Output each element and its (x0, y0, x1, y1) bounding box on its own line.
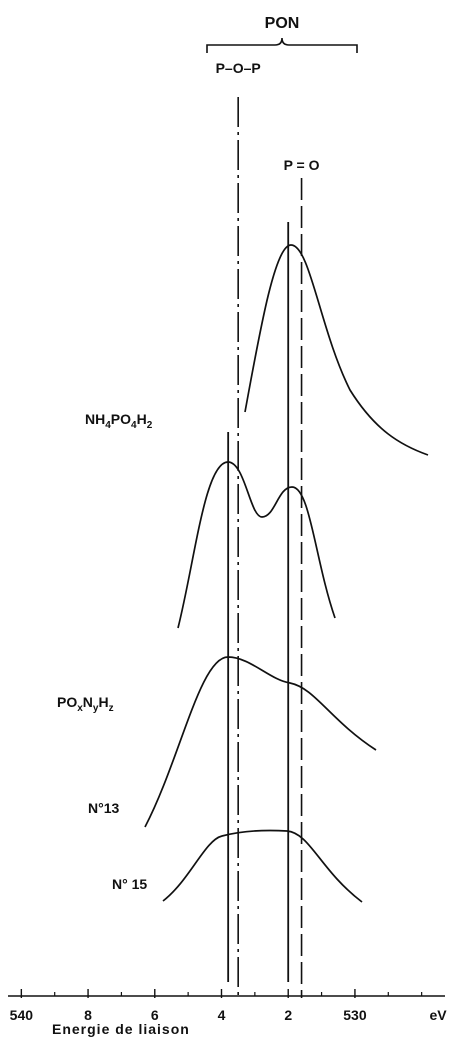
spectrum-label-sub: z (109, 703, 114, 714)
x-axis-unit: eV (429, 1007, 447, 1023)
bracket (206, 37, 358, 53)
x-axis-label: Energie de liaison (52, 1021, 190, 1037)
spectrum-label-part: N°13 (88, 800, 119, 816)
marker-label: P–O–P (216, 60, 261, 76)
spectra (144, 244, 429, 903)
spectrum-label-sub: x (77, 703, 83, 714)
spectrum-label-sub: 4 (105, 420, 111, 431)
spectrum-curve (144, 656, 377, 828)
x-tick-label: 2 (284, 1007, 292, 1023)
spectrum-label-part: H (137, 411, 147, 427)
spectrum-label: N°13 (88, 800, 119, 816)
spectrum-label: NH4PO4H2 (85, 411, 153, 431)
spectrum-label-part: N° 15 (112, 876, 147, 892)
spectrum-label: N° 15 (112, 876, 147, 892)
spectrum-label-sub: 2 (147, 420, 153, 431)
x-tick-label: 530 (343, 1007, 367, 1023)
x-tick-label: 540 (10, 1007, 34, 1023)
spectrum-curve (177, 461, 336, 629)
spectrum-curve (244, 244, 429, 456)
x-tick-label: 4 (218, 1007, 226, 1023)
marker-label: P = O (284, 157, 320, 173)
spectrum-label: POxNyHz (57, 694, 114, 714)
x-tick-label: 8 (84, 1007, 92, 1023)
spectrum-label-sub: y (93, 703, 99, 714)
spectrum-label-part: PO (111, 411, 131, 427)
spectrum-label-sub: 4 (131, 420, 137, 431)
spectrum-label-part: PO (57, 694, 77, 710)
bracket-label: PON (265, 15, 300, 32)
spectrum-label-part: NH (85, 411, 105, 427)
x-tick-label: 6 (151, 1007, 159, 1023)
spectrum-label-part: N (83, 694, 93, 710)
spectrum-label-part: H (98, 694, 108, 710)
spectrum-curve (162, 829, 363, 903)
